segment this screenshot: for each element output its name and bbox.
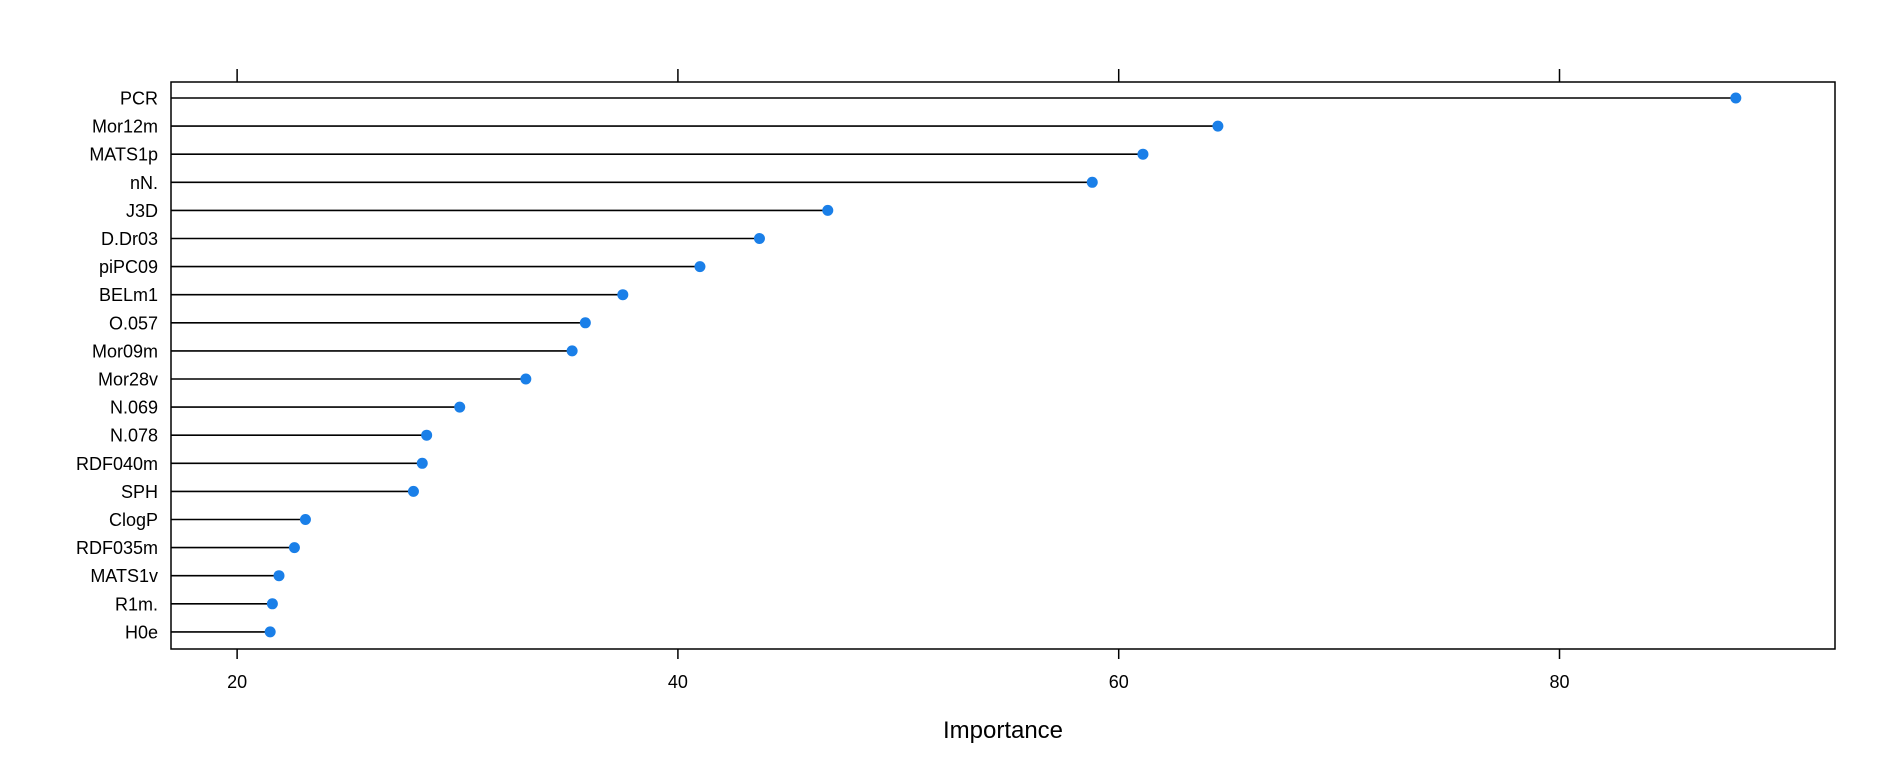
point-mats1p bbox=[1137, 148, 1149, 160]
category-label-n-069: N.069 bbox=[110, 398, 158, 418]
category-label-n-078: N.078 bbox=[110, 426, 158, 446]
point-n-078 bbox=[421, 429, 433, 441]
category-label-mor09m: Mor09m bbox=[92, 341, 158, 361]
point-rdf040m bbox=[416, 457, 428, 469]
category-label-o-057: O.057 bbox=[109, 313, 158, 333]
point-nn bbox=[1086, 176, 1098, 188]
x-axis-title: Importance bbox=[943, 717, 1063, 744]
category-label-sph: SPH bbox=[121, 482, 158, 502]
point-h0e bbox=[264, 626, 276, 638]
category-label-pcr: PCR bbox=[120, 89, 158, 109]
point-d-dr03 bbox=[753, 233, 765, 244]
x-tick-label-80: 80 bbox=[1549, 672, 1569, 692]
category-label-mats1v: MATS1v bbox=[90, 566, 158, 586]
category-label-belm1: BELm1 bbox=[99, 285, 158, 305]
category-label-clogp: ClogP bbox=[109, 510, 158, 530]
category-label-h0e: H0e bbox=[125, 622, 158, 642]
point-pcr bbox=[1730, 92, 1742, 104]
category-label-rdf040m: RDF040m bbox=[76, 454, 158, 474]
category-label-d-dr03: D.Dr03 bbox=[101, 229, 158, 249]
point-mats1v bbox=[273, 570, 285, 582]
plot-frame bbox=[170, 81, 1836, 650]
category-labels-group: PCR Mor12m MATS1p nN. J3D D.Dr03 piPC09 BELm1 O.… bbox=[76, 89, 158, 643]
category-label-mor28v: Mor28v bbox=[98, 370, 158, 390]
point-o-057 bbox=[579, 317, 591, 329]
point-pipc09 bbox=[694, 261, 706, 273]
stems-group bbox=[171, 97, 1736, 633]
point-clogp bbox=[299, 514, 311, 525]
category-label-pipc09: piPC09 bbox=[99, 257, 158, 277]
points-group bbox=[264, 92, 1742, 638]
category-label-j3d: J3D bbox=[126, 201, 158, 221]
x-tick-label-20: 20 bbox=[227, 672, 247, 692]
x-axis-group: 20 40 60 80 bbox=[227, 69, 1570, 692]
category-label-mor12m: Mor12m bbox=[92, 117, 158, 137]
category-label-rdf035m: RDF035m bbox=[76, 538, 158, 558]
point-n-069 bbox=[454, 401, 466, 413]
x-tick-label-40: 40 bbox=[668, 672, 688, 692]
x-tick-label-60: 60 bbox=[1109, 672, 1129, 692]
category-label-nn: nN. bbox=[130, 173, 158, 193]
point-rdf035m bbox=[288, 542, 300, 554]
point-mor28v bbox=[520, 373, 532, 385]
point-sph bbox=[407, 485, 419, 497]
point-j3d bbox=[822, 204, 834, 216]
point-mor12m bbox=[1212, 120, 1224, 132]
category-label-mats1p: MATS1p bbox=[89, 145, 158, 165]
point-belm1 bbox=[617, 289, 629, 301]
point-mor09m bbox=[566, 345, 578, 357]
point-r1m bbox=[266, 598, 278, 610]
category-label-r1m: R1m. bbox=[115, 594, 158, 614]
